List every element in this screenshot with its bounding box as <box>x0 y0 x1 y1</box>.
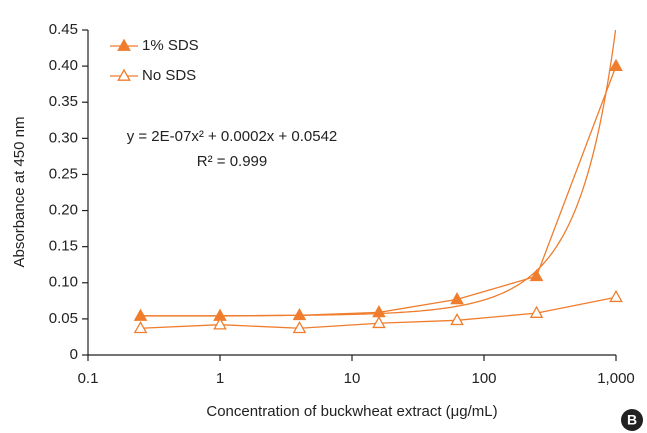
y-tick-label: 0.40 <box>49 57 78 74</box>
series-line <box>140 65 617 317</box>
trendline-equation: y = 2E-07x² + 0.0002x + 0.0542 <box>127 128 338 145</box>
y-tick-label: 0 <box>70 346 78 363</box>
badge: B <box>627 412 637 428</box>
marker <box>609 58 623 71</box>
y-tick-label: 0.15 <box>49 238 78 255</box>
y-axis-label: Absorbance at 450 nm <box>11 117 28 268</box>
legend-marker <box>117 38 131 51</box>
x-tick-label: 1 <box>216 370 224 387</box>
trendline <box>140 30 616 317</box>
y-tick-label: 0.30 <box>49 129 78 146</box>
legend-marker <box>117 68 131 81</box>
y-tick-label: 0.10 <box>49 274 78 291</box>
marker <box>292 320 307 334</box>
marker <box>133 320 148 334</box>
marker <box>529 268 544 282</box>
badge-circle <box>621 409 643 431</box>
x-tick-label: 1,000 <box>597 370 635 387</box>
marker <box>292 307 307 321</box>
legend-label: No SDS <box>142 67 196 84</box>
x-tick-label: 10 <box>344 370 361 387</box>
marker <box>133 308 148 321</box>
marker <box>450 313 464 326</box>
marker <box>529 305 544 318</box>
y-tick-label: 0.35 <box>49 93 78 110</box>
y-tick-label: 0.05 <box>49 310 78 327</box>
x-axis-label: Concentration of buckwheat extract (μg/m… <box>206 403 497 420</box>
trendline-r-squared: R² = 0.999 <box>197 153 267 170</box>
x-tick-label: 100 <box>471 370 496 387</box>
legend-label: 1% SDS <box>142 37 199 54</box>
marker <box>450 292 464 305</box>
marker <box>609 289 623 303</box>
y-tick-label: 0.25 <box>49 165 78 182</box>
y-tick-label: 0.20 <box>49 202 78 219</box>
marker <box>213 317 227 330</box>
x-tick-label: 0.1 <box>78 370 99 387</box>
y-tick-label: 0.45 <box>49 21 78 38</box>
marker <box>372 315 386 329</box>
